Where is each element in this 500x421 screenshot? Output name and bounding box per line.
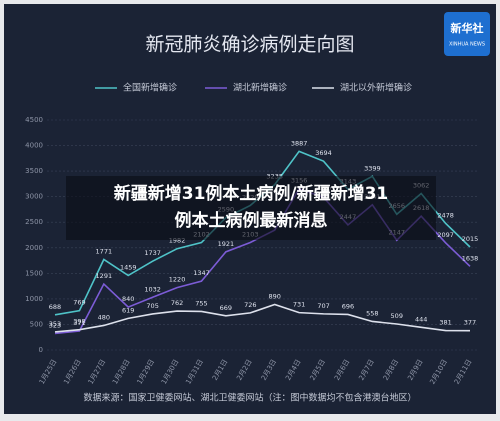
data-label: 3694 xyxy=(315,149,332,157)
y-tick-label: 1000 xyxy=(25,295,43,303)
y-tick-label: 500 xyxy=(30,320,43,328)
y-tick-label: 4000 xyxy=(25,142,43,150)
logo-name: 新华社 xyxy=(451,21,484,35)
y-tick-label: 3000 xyxy=(25,193,43,201)
logo-box xyxy=(444,12,490,56)
data-label: 762 xyxy=(171,299,183,307)
y-tick-label: 1500 xyxy=(25,269,43,277)
chart-title: 新冠肺炎确诊病例走向图 xyxy=(145,34,354,56)
data-label: 509 xyxy=(391,312,403,320)
data-label: 726 xyxy=(244,301,256,309)
data-label: 1982 xyxy=(169,237,186,245)
y-tick-label: 2000 xyxy=(25,244,43,252)
data-label: 688 xyxy=(49,303,61,311)
data-label: 1638 xyxy=(462,254,479,262)
data-label: 1921 xyxy=(218,240,235,248)
data-label: 769 xyxy=(73,299,85,307)
data-label: 1347 xyxy=(193,269,210,277)
data-label: 731 xyxy=(293,301,305,309)
data-label: 619 xyxy=(122,306,134,314)
data-label: 1771 xyxy=(96,247,113,255)
data-label: 890 xyxy=(268,293,280,301)
legend-label: 全国新增确诊 xyxy=(123,82,177,94)
data-label: 1220 xyxy=(169,276,186,284)
y-tick-label: 0 xyxy=(39,346,43,354)
data-label: 3399 xyxy=(364,164,381,172)
data-label: 696 xyxy=(342,302,354,310)
data-label: 1291 xyxy=(96,272,113,280)
data-label: 1459 xyxy=(120,263,137,271)
data-label: 398 xyxy=(73,318,85,326)
overlay-line: 例本土病例最新消息 xyxy=(175,210,328,231)
data-label: 755 xyxy=(195,299,207,307)
data-label: 705 xyxy=(146,302,158,310)
data-label: 323 xyxy=(49,321,61,329)
data-label: 1032 xyxy=(144,285,161,293)
data-label: 1737 xyxy=(144,249,161,257)
data-label: 377 xyxy=(464,319,476,327)
y-tick-label: 3500 xyxy=(25,167,43,175)
data-label: 2478 xyxy=(437,211,454,219)
series-line xyxy=(54,303,471,333)
data-label: 840 xyxy=(122,295,134,303)
data-label: 2097 xyxy=(437,231,454,239)
overlay-box xyxy=(66,176,436,240)
data-label: 371 xyxy=(73,319,85,327)
logo-sub: XINHUA NEWS xyxy=(449,42,485,48)
data-label: 480 xyxy=(98,313,110,321)
overlay-line: 新疆新增31例本土病例/新疆新增31 xyxy=(114,183,389,204)
y-tick-label: 2500 xyxy=(25,218,43,226)
y-tick-label: 4500 xyxy=(25,116,43,124)
data-label: 444 xyxy=(415,315,427,323)
data-label: 381 xyxy=(439,319,451,327)
legend-label: 湖北新增确诊 xyxy=(233,82,287,94)
data-label: 669 xyxy=(220,304,232,312)
data-label: 353 xyxy=(49,320,61,328)
data-label: 707 xyxy=(317,302,329,310)
legend-label: 湖北以外新增确诊 xyxy=(340,82,412,94)
data-label: 558 xyxy=(366,309,378,317)
data-label: 2015 xyxy=(462,235,479,243)
source-note: 数据来源：国家卫健委网站、湖北卫健委网站（注：图中数据均不包含港澳台地区） xyxy=(83,392,416,404)
data-label: 3887 xyxy=(291,139,308,147)
